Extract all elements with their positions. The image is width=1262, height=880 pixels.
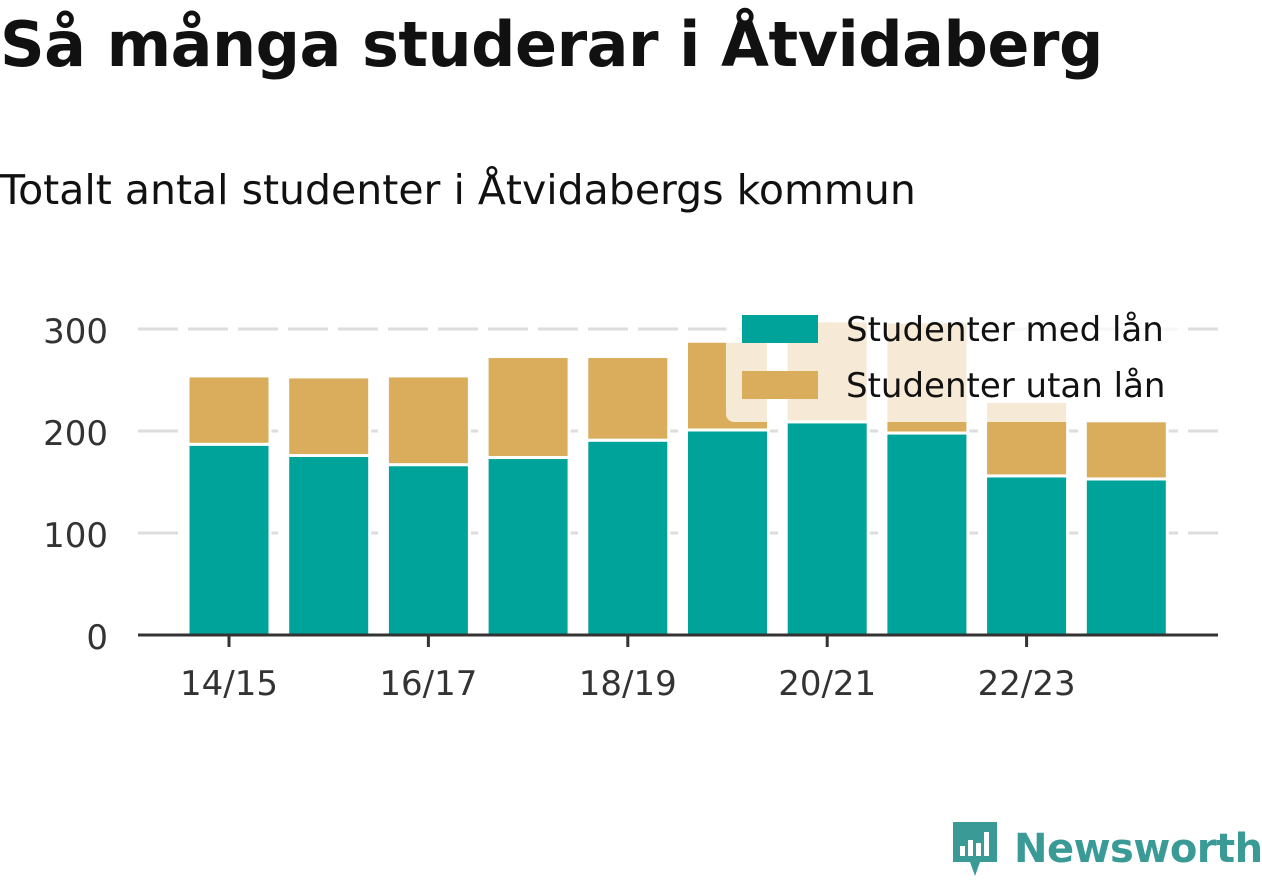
y-tick-label: 0 [86,618,108,658]
bar-segment-without-loan [186,374,272,446]
legend-swatch-without-loan [742,371,818,399]
bar-segment-with-loan [485,456,571,637]
legend-label-with-loan: Studenter med lån [846,310,1164,350]
bar-segment-with-loan [286,453,372,637]
bar-segment-with-loan [385,463,471,637]
bar-segment-with-loan [685,428,770,637]
x-tick-label: 16/17 [379,664,477,704]
newsworthy-logo: Newsworthy [950,818,1262,880]
x-tick-label: 14/15 [180,664,278,704]
bar-segment-without-loan [1083,419,1169,481]
bar-segment-without-loan [286,375,372,457]
bar-segment-with-loan [784,420,870,637]
x-tick-label: 22/23 [978,664,1076,704]
newsworthy-logo-icon [953,822,997,876]
chart-subtitle: Totalt antal studenter i Åtvidabergs kom… [0,166,916,214]
bar-segment-with-loan [984,474,1070,637]
legend-swatch-with-loan [742,315,818,343]
bar-segment-with-loan [884,431,970,637]
bar-segment-without-loan [385,374,471,467]
legend-label-without-loan: Studenter utan lån [846,366,1165,406]
y-tick-label: 100 [43,516,108,556]
newsworthy-logo-text: Newsworthy [1014,826,1262,872]
bar-segment-without-loan [585,355,671,442]
bar-segment-without-loan [485,355,571,460]
y-tick-label: 300 [43,312,108,352]
bar-segment-with-loan [585,438,671,637]
x-tick-label: 18/19 [579,664,677,704]
bar-segment-with-loan [186,442,272,637]
legend-box [726,302,1188,422]
y-tick-label: 200 [43,414,108,454]
bar-segment-with-loan [1083,477,1169,637]
x-tick-label: 20/21 [778,664,876,704]
chart-title: Så många studerar i Åtvidaberg [0,8,1103,81]
